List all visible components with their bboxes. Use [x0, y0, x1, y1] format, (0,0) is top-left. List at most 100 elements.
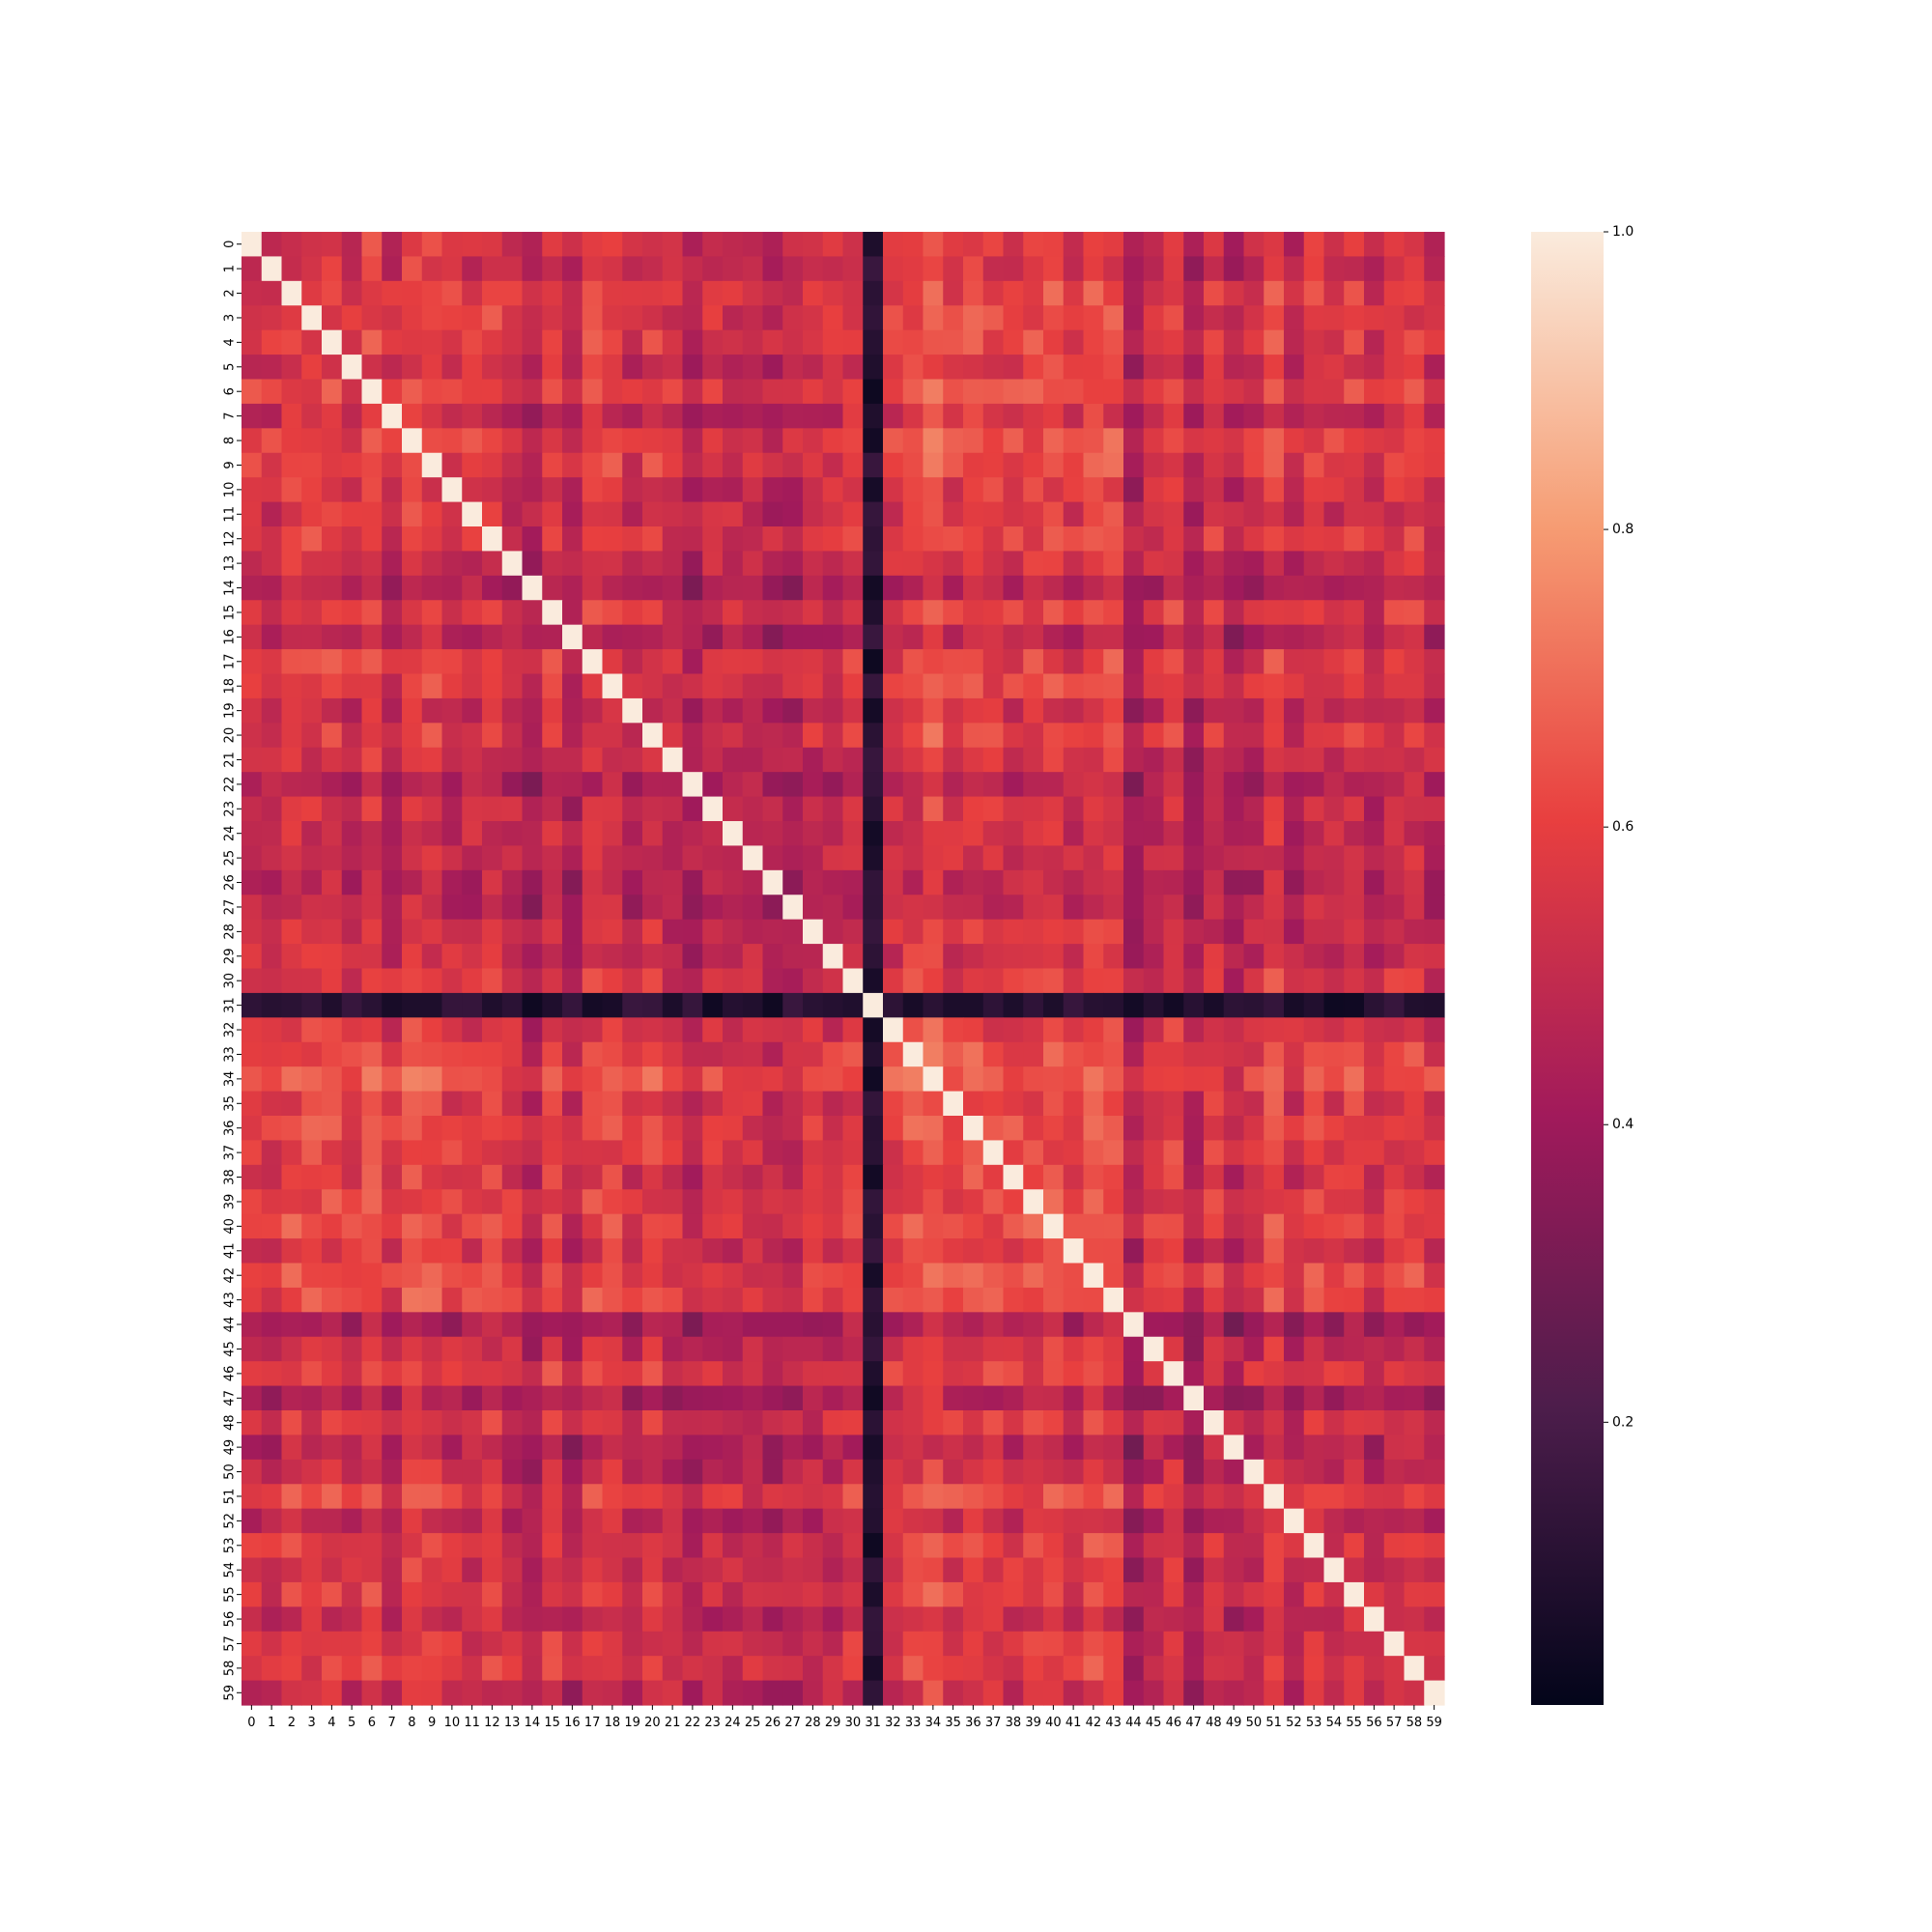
heatmap-cell — [1223, 1459, 1245, 1485]
heatmap-cell — [402, 600, 423, 626]
heatmap-cell — [1103, 329, 1124, 355]
heatmap-cell — [1383, 1041, 1406, 1067]
heatmap-cell — [382, 329, 403, 355]
heatmap-cell — [582, 355, 604, 381]
heatmap-cell — [702, 256, 724, 282]
heatmap-cell — [462, 821, 483, 847]
heatmap-cell — [1243, 1238, 1264, 1264]
heatmap-cell — [1223, 1091, 1245, 1117]
heatmap-cell — [1364, 355, 1385, 381]
heatmap-cell — [1123, 1287, 1145, 1313]
heatmap-cell — [1424, 1140, 1445, 1166]
heatmap-cell — [742, 452, 764, 478]
heatmap-cell — [582, 1484, 604, 1510]
heatmap-cell — [1424, 1508, 1445, 1534]
heatmap-cell — [441, 697, 463, 724]
heatmap-cell — [1183, 1631, 1205, 1657]
heatmap-cell — [322, 649, 343, 675]
heatmap-cell — [1383, 796, 1406, 822]
heatmap-cell — [341, 1164, 363, 1190]
y-tick-label: 4 — [223, 338, 238, 346]
heatmap-cell — [883, 452, 904, 478]
heatmap-cell — [242, 526, 263, 553]
x-axis-ticks: 0 1 2 3 4 5 6 7 8 9 10 11 12 13 14 15 16 17 18 19 20 21 22 23 24… — [247, 1705, 1442, 1730]
x-tick-label: 51 — [1265, 1716, 1282, 1730]
heatmap-cell — [1303, 649, 1325, 675]
heatmap-cell — [1043, 1263, 1065, 1289]
heatmap-cell — [322, 1361, 343, 1387]
heatmap-cell — [582, 1164, 604, 1190]
heatmap-cell — [1063, 551, 1085, 577]
heatmap-cell — [1404, 1238, 1425, 1264]
heatmap-cell — [322, 1263, 343, 1289]
heatmap-cell — [642, 1213, 664, 1239]
heatmap-cell — [382, 821, 403, 847]
heatmap-cell — [1143, 1091, 1165, 1117]
heatmap-cell — [1204, 992, 1225, 1018]
heatmap-cell — [1303, 232, 1325, 258]
heatmap-cell — [1284, 1459, 1305, 1485]
heatmap-cell — [1183, 919, 1205, 945]
heatmap-cell — [662, 968, 684, 994]
heatmap-cell — [742, 305, 764, 331]
heatmap-cell — [301, 379, 323, 405]
heatmap-cell — [682, 379, 703, 405]
heatmap-cell — [1323, 232, 1345, 258]
heatmap-cell — [1063, 1656, 1085, 1682]
heatmap-cell — [1243, 403, 1264, 429]
heatmap-cell — [782, 845, 804, 871]
heatmap-cell — [562, 1336, 583, 1362]
heatmap-cell — [682, 845, 703, 871]
heatmap-cell — [863, 673, 884, 699]
heatmap-cell — [582, 772, 604, 798]
heatmap-cell — [441, 1680, 463, 1706]
heatmap-cell — [782, 723, 804, 749]
heatmap-cell — [982, 1116, 1005, 1142]
heatmap-cell — [1183, 428, 1205, 454]
heatmap-cell — [1424, 526, 1445, 553]
heatmap-cell — [1003, 968, 1024, 994]
heatmap-cell — [842, 772, 864, 798]
heatmap-cell — [723, 305, 744, 331]
heatmap-cell — [622, 992, 643, 1018]
heatmap-cell — [902, 1361, 924, 1387]
heatmap-cell — [562, 895, 583, 921]
heatmap-cell — [702, 551, 724, 577]
heatmap-cell — [1023, 1656, 1044, 1682]
heatmap-cell — [522, 1631, 543, 1657]
heatmap-cell — [542, 1213, 563, 1239]
heatmap-cell — [1043, 944, 1065, 970]
heatmap-cell — [421, 403, 443, 429]
heatmap-cell — [842, 821, 864, 847]
heatmap-cell — [382, 723, 403, 749]
heatmap-cell — [923, 256, 944, 282]
heatmap-cell — [361, 305, 383, 331]
heatmap-cell — [501, 1336, 524, 1362]
heatmap-cell — [982, 1631, 1005, 1657]
heatmap-cell — [1404, 1263, 1425, 1289]
heatmap-cell — [762, 624, 783, 650]
heatmap-cell — [1143, 845, 1165, 871]
heatmap-cell — [562, 747, 583, 773]
heatmap-cell — [702, 1312, 724, 1338]
heatmap-cell — [1404, 723, 1425, 749]
heatmap-cell — [1063, 1066, 1085, 1093]
heatmap-cell — [582, 845, 604, 871]
heatmap-cell — [1404, 403, 1425, 429]
heatmap-cell — [742, 1041, 764, 1067]
heatmap-cell — [582, 796, 604, 822]
heatmap-cell — [1143, 1116, 1165, 1142]
heatmap-cell — [361, 1410, 383, 1436]
heatmap-cell — [382, 1263, 403, 1289]
heatmap-cell — [902, 697, 924, 724]
heatmap-cell — [281, 845, 302, 871]
heatmap-cell — [1284, 1557, 1305, 1583]
heatmap-cell — [1003, 280, 1024, 306]
heatmap-cell — [1264, 1557, 1285, 1583]
heatmap-cell — [1383, 232, 1406, 258]
heatmap-cell — [1083, 526, 1104, 553]
heatmap-cell — [642, 1041, 664, 1067]
heatmap-cell — [842, 1164, 864, 1190]
heatmap-cell — [1243, 772, 1264, 798]
heatmap-cell — [1284, 1017, 1305, 1043]
